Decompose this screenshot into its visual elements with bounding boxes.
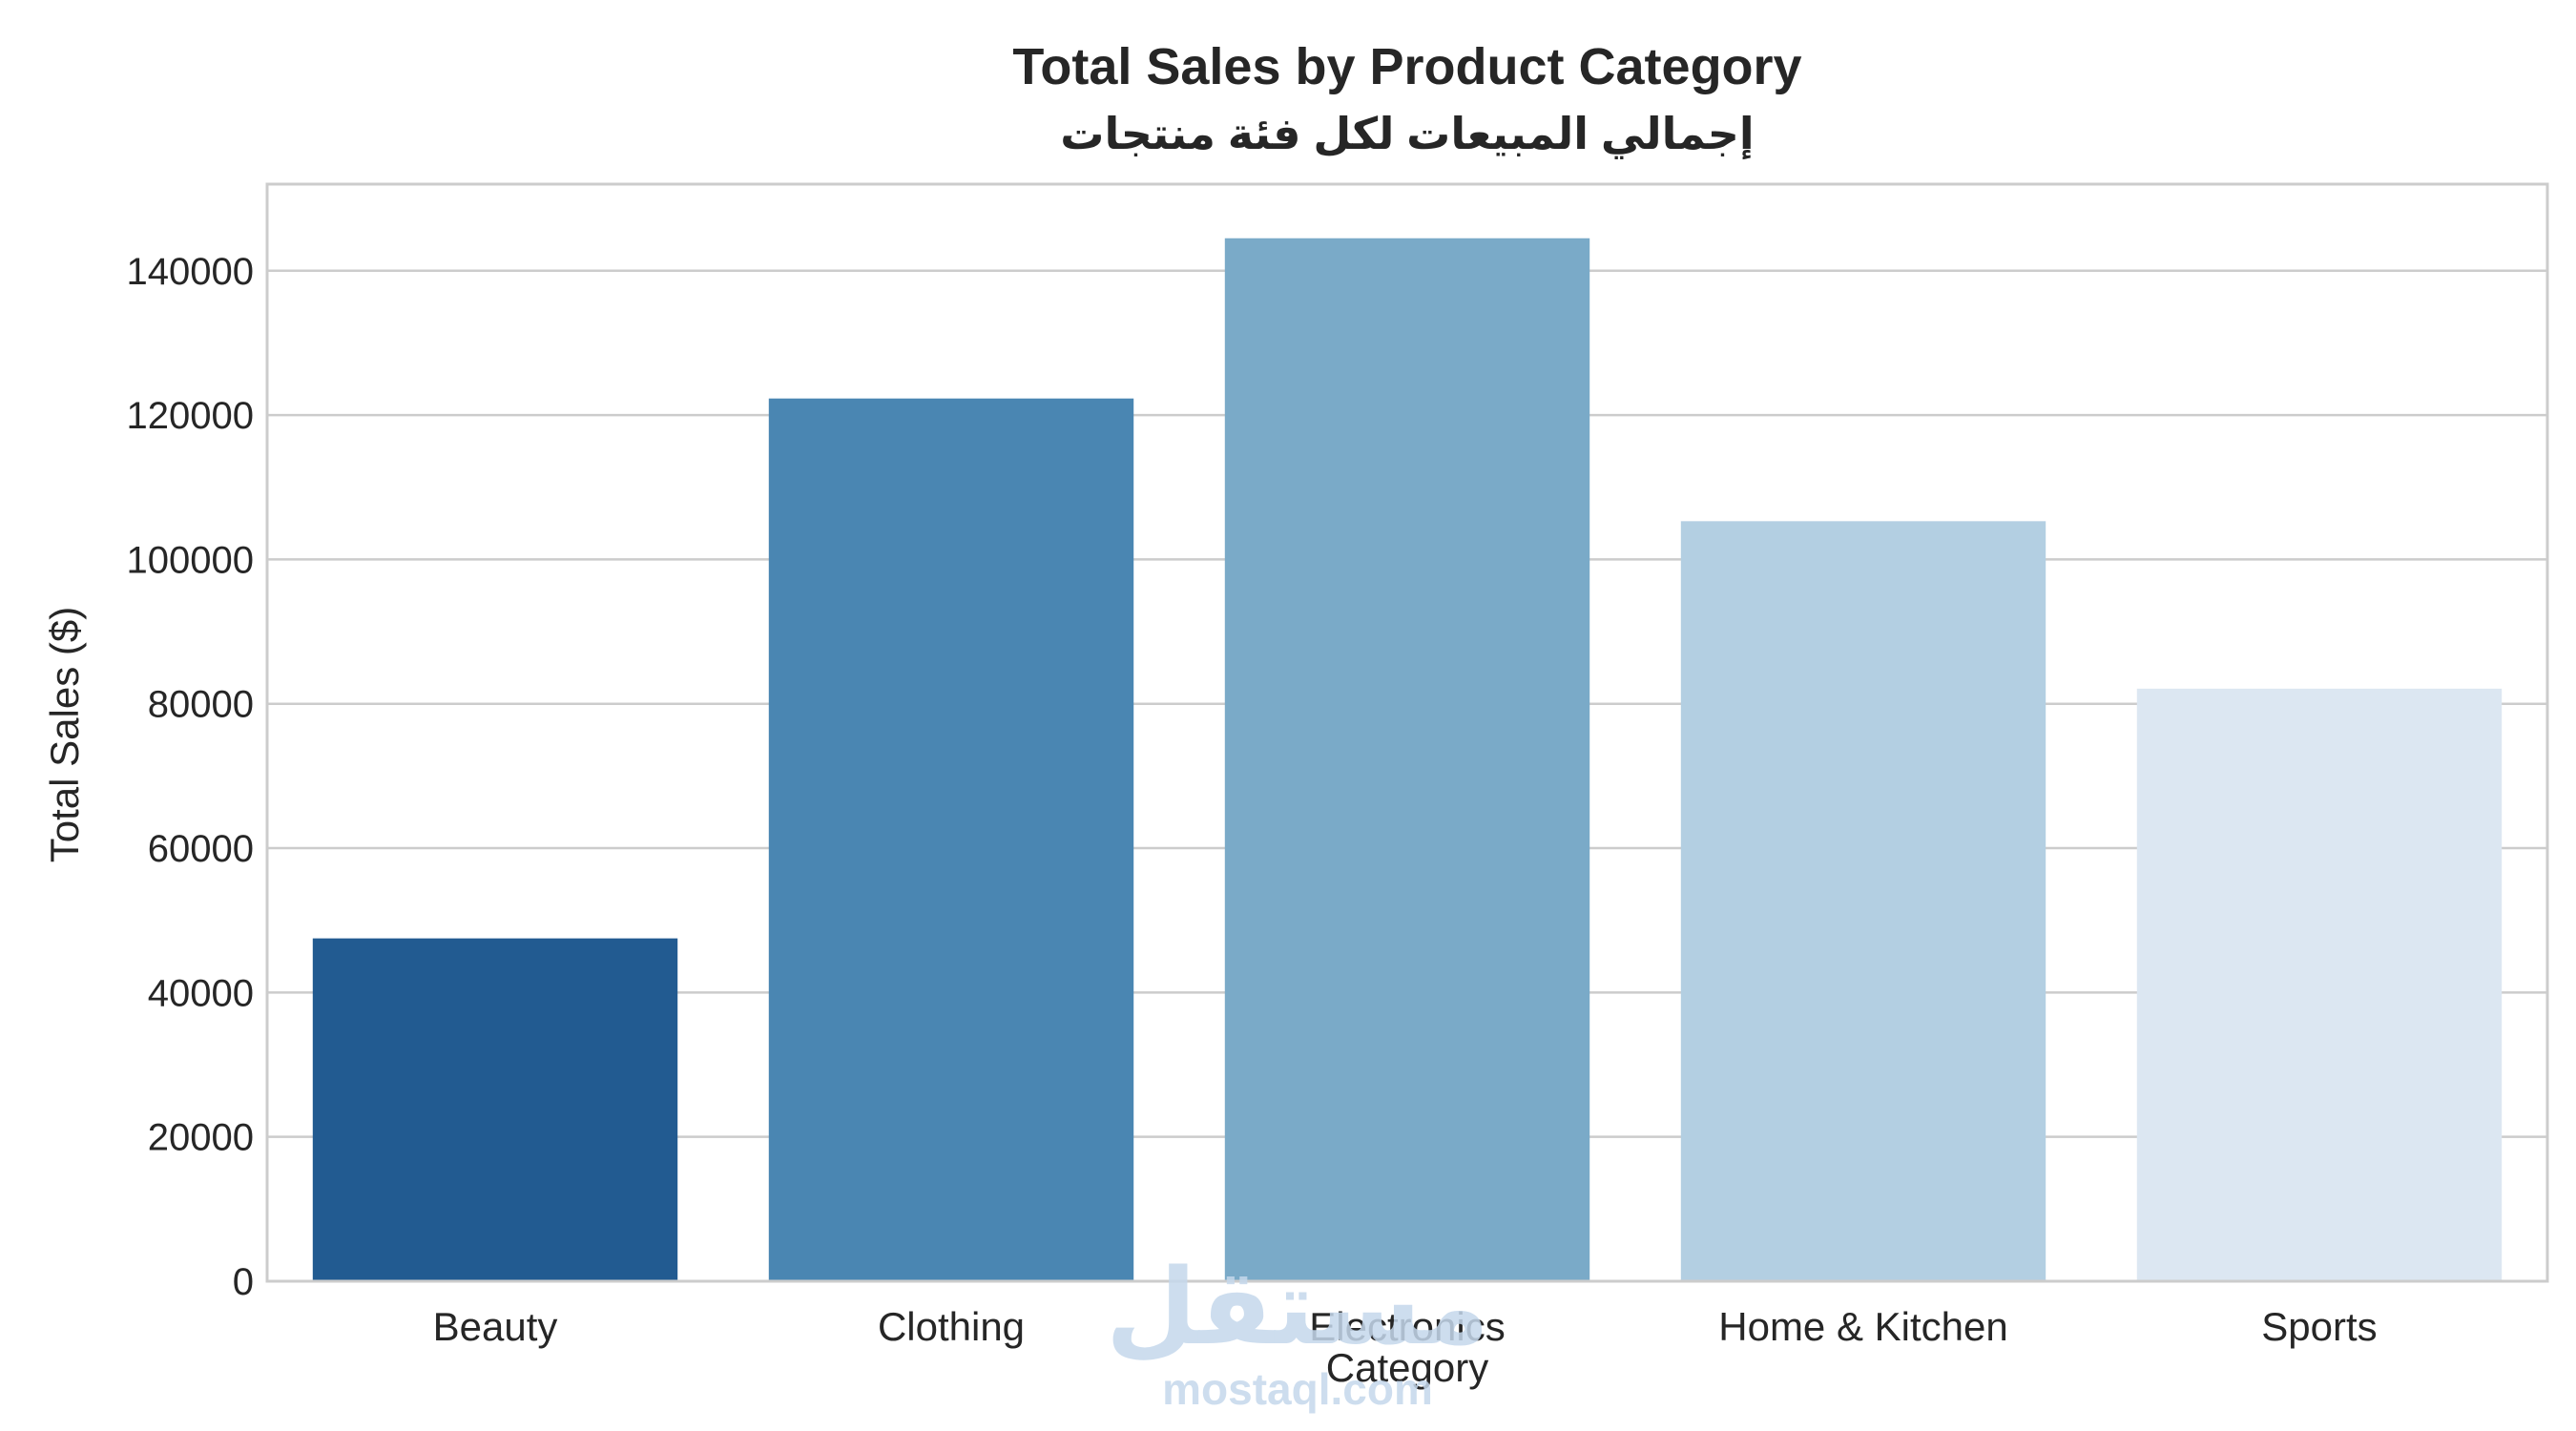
y-tick-label: 60000 <box>148 828 254 870</box>
x-tick-labels: Beauty Clothing Electronics Home & Kitchen S… <box>433 1304 2378 1349</box>
y-tick-label: 40000 <box>148 972 254 1014</box>
y-tick-label: 20000 <box>148 1117 254 1159</box>
chart-subtitle: إجمالي المبيعات لكل فئة منتجات <box>1060 109 1754 160</box>
x-axis-label: Category <box>1326 1345 1488 1390</box>
y-tick-label: 80000 <box>148 684 254 726</box>
y-tick-label: 0 <box>233 1261 254 1303</box>
x-tick-label: Sports <box>2261 1304 2377 1349</box>
x-tick-label: Beauty <box>433 1304 558 1349</box>
x-tick-label: Home & Kitchen <box>1718 1304 2007 1349</box>
plot-frame <box>265 182 2549 1283</box>
watermark: مستقل mostaql.com <box>1106 1246 1489 1414</box>
y-tick-label: 120000 <box>127 395 254 437</box>
watermark-latin: mostaql.com <box>1162 1364 1433 1414</box>
bars <box>312 238 2503 1282</box>
x-tick-label: Clothing <box>878 1304 1025 1349</box>
bar-beauty <box>312 938 678 1281</box>
y-axis-label: Total Sales ($) <box>42 607 87 862</box>
y-tick-label: 140000 <box>127 251 254 293</box>
bar-clothing <box>768 398 1134 1281</box>
bar-home-kitchen <box>1680 521 2046 1281</box>
y-tick-label: 100000 <box>127 539 254 581</box>
x-tick-label: Electronics <box>1309 1304 1505 1349</box>
bar-electronics <box>1224 238 1590 1282</box>
watermark-arabic: مستقل <box>1106 1246 1489 1368</box>
chart-title: Total Sales by Product Category <box>1012 38 1801 95</box>
bar-sports <box>2136 688 2503 1281</box>
y-tick-labels: 0 20000 40000 60000 80000 100000 120000 140000 <box>127 251 254 1303</box>
